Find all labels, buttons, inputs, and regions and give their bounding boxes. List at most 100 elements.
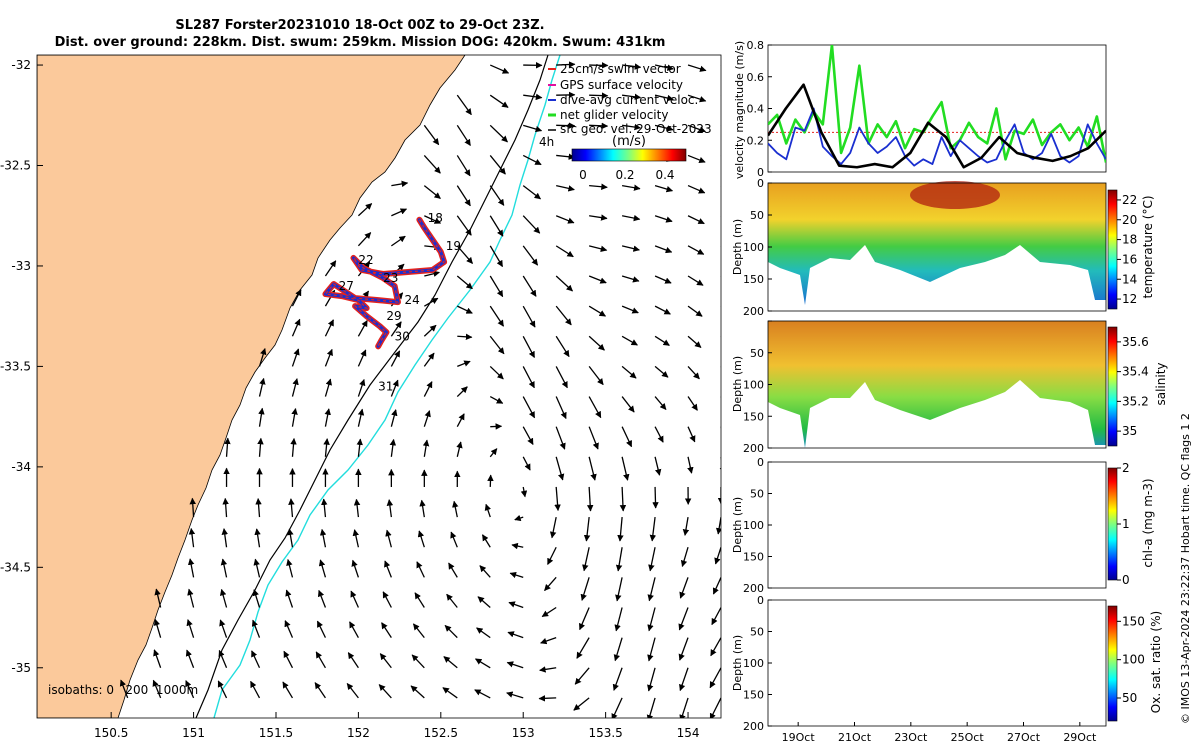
colorbar-tick-label: 2 <box>1122 461 1130 475</box>
geostrophic-vector <box>555 396 567 420</box>
geostrophic-vector <box>654 275 672 284</box>
salinity-colorbar-label: salinity <box>1154 362 1168 405</box>
geostrophic-vector <box>282 681 294 699</box>
geostrophic-vector <box>411 654 425 669</box>
colorbar-tick-label: 20 <box>1122 213 1137 227</box>
temperature-panel: Depth (m) 0 50 100 150 200 22 20 18 16 14 12 temp… <box>731 177 1155 318</box>
geostrophic-vector <box>324 348 333 367</box>
geostrophic-vector <box>711 607 721 626</box>
geostrophic-vector <box>389 438 397 457</box>
geostrophic-vector <box>412 623 425 639</box>
geostrophic-vector <box>555 335 570 358</box>
geostrophic-vector <box>522 366 535 389</box>
map-y-tick-label: -33 <box>11 259 31 273</box>
time-tick-label: 21Oct <box>838 731 872 744</box>
geostrophic-vector <box>522 335 536 359</box>
geostrophic-vector <box>614 607 623 632</box>
geostrophic-vector <box>251 650 261 669</box>
day-label: 23 <box>383 271 398 285</box>
colorbar-tick-label: 50 <box>1122 691 1137 705</box>
map-y-tick-label: -35 <box>11 661 31 675</box>
geostrophic-vector <box>583 517 591 542</box>
geostrophic-vector <box>539 666 557 673</box>
geostrophic-vector <box>456 441 463 457</box>
colorbar-tick-label: 18 <box>1122 233 1137 247</box>
day-label: 27 <box>339 279 354 293</box>
geostrophic-vector <box>258 348 267 367</box>
time-tick-label: 19Oct <box>782 731 816 744</box>
geostrophic-vector <box>349 621 359 638</box>
geostrophic-vector <box>573 697 590 711</box>
geostrophic-vector <box>522 456 531 471</box>
geostrophic-vector <box>687 426 696 443</box>
geostrophic-vector <box>678 607 689 631</box>
geostrophic-vector <box>715 516 721 535</box>
geostrophic-vector <box>712 577 721 595</box>
geostrophic-vector <box>720 396 721 398</box>
depth-tick-label: 200 <box>743 582 764 595</box>
geostrophic-vector <box>523 93 543 101</box>
depth-tick-label: 50 <box>750 209 764 222</box>
geostrophic-vector <box>687 335 702 348</box>
map-y-tick-label: -34 <box>11 460 31 474</box>
geostrophic-vector <box>621 456 630 481</box>
colorbar-unit-label: (m/s) <box>612 134 646 149</box>
geostrophic-vector <box>324 408 331 427</box>
geostrophic-vector <box>489 94 509 108</box>
geostrophic-vector <box>710 637 721 657</box>
geostrophic-vector <box>687 245 705 255</box>
geostrophic-vector <box>588 335 605 351</box>
geostrophic-vector <box>556 61 576 68</box>
geostrophic-vector <box>291 318 301 337</box>
colorbar-tick-label: 22 <box>1122 193 1137 207</box>
geostrophic-vector <box>654 456 662 476</box>
copyright-note: © IMOS 13-Apr-2024 23:22:37 Hobart time.… <box>1179 413 1192 724</box>
geostrophic-vector <box>346 682 359 699</box>
geostrophic-vector <box>678 637 689 661</box>
depth-tick-label: 0 <box>757 594 764 607</box>
velocity-y-tick-label: 0.4 <box>747 103 765 116</box>
colorbar-tick: 0.4 <box>655 168 674 182</box>
geostrophic-vector <box>647 667 656 692</box>
geostrophic-vector <box>506 661 524 669</box>
geostrophic-vector <box>390 409 398 427</box>
geostrophic-vector <box>475 658 491 669</box>
isobath-1000m <box>213 55 561 718</box>
geostrophic-vector <box>456 245 473 264</box>
geostrophic-vector <box>314 682 326 699</box>
geostrophic-vector <box>258 407 265 427</box>
geostrophic-vector <box>152 679 162 699</box>
geostrophic-vector <box>218 649 228 669</box>
temperature-warm-core <box>910 181 1000 209</box>
geostrophic-vector <box>324 260 337 277</box>
geostrophic-vector <box>554 486 561 512</box>
geostrophic-vector <box>621 214 641 222</box>
geostrophic-vector <box>357 408 365 427</box>
geostrophic-vector <box>522 396 536 419</box>
geostrophic-vector <box>576 637 590 659</box>
colorbar-tick-label: 16 <box>1122 252 1137 266</box>
geostrophic-vector <box>687 456 694 474</box>
geostrophic-vector <box>424 215 442 224</box>
geostrophic-vector <box>489 448 498 458</box>
geostrophic-vector <box>621 365 637 379</box>
land-mass <box>37 55 466 718</box>
geostrophic-vector <box>119 679 129 699</box>
geostrophic-vector <box>652 486 659 509</box>
chart-title-line2: Dist. over ground: 228km. Dist. swum: 25… <box>54 35 666 50</box>
colorbar-tick-label: 0 <box>1122 573 1130 587</box>
geostrophic-vector <box>291 289 302 307</box>
map-y-tick-label: -34.5 <box>0 560 31 574</box>
geostrophic-vector <box>654 245 673 254</box>
depth-tick-label: 100 <box>743 379 764 392</box>
geostrophic-vector <box>574 667 590 685</box>
geostrophic-vector <box>222 497 229 518</box>
geostrophic-vector <box>622 123 641 131</box>
day-label: 31 <box>378 380 393 394</box>
temperature-field <box>768 183 1106 305</box>
geostrophic-vector <box>555 245 574 258</box>
geostrophic-vector <box>219 588 228 608</box>
geostrophic-vector <box>410 685 425 699</box>
